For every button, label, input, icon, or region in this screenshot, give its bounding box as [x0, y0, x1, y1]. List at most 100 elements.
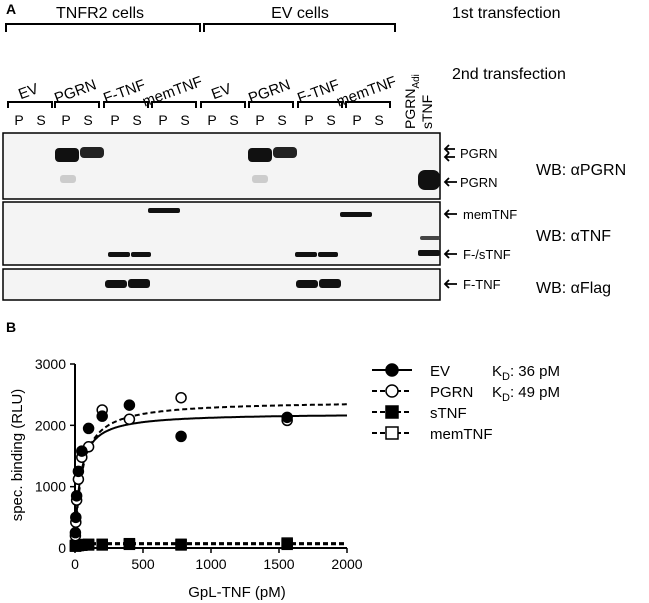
data-point	[70, 490, 83, 502]
marker-arrows-blot2	[443, 209, 457, 259]
y-axis-label: spec. binding (RLU)	[9, 389, 26, 522]
y-tick-label: 3000	[35, 356, 66, 372]
marker-label-pgrn-1: PGRN	[460, 146, 498, 161]
fraction-label: P	[255, 112, 264, 128]
marker-label-memtnf: memTNF	[463, 207, 517, 222]
band	[248, 148, 272, 162]
legend-label: memTNF	[430, 426, 493, 443]
legend-label: EV	[430, 363, 450, 380]
y-tick-label: 2000	[35, 417, 66, 433]
lane-label: EV	[209, 80, 234, 103]
band	[80, 147, 104, 158]
fraction-label: P	[207, 112, 216, 128]
data-point	[96, 410, 108, 422]
second-transfection-label: 2nd transfection	[452, 66, 566, 83]
lane-bracket	[103, 101, 149, 108]
data-point	[281, 411, 293, 424]
wb-label-pgrn: WB: αPGRN	[536, 162, 626, 179]
lane-bracket	[7, 101, 53, 108]
data-point	[281, 538, 293, 551]
group-bracket-ev	[203, 23, 396, 32]
y-tick-label: 1000	[35, 479, 66, 495]
lane-label-pgrn-adi: PGRNAdi	[402, 74, 422, 129]
fit-curves	[74, 403, 347, 549]
fraction-label: S	[180, 112, 189, 128]
marker-label-pgrn-2: PGRN	[460, 175, 498, 190]
marker-arrows-blot1	[443, 144, 457, 187]
blot-tnf	[2, 201, 441, 266]
band	[131, 252, 151, 257]
band	[420, 236, 440, 240]
legend-kd: KD: 49 pM	[492, 384, 560, 404]
fraction-label: S	[132, 112, 141, 128]
x-tick-label: 1000	[195, 556, 226, 572]
legend-kd: KD: 36 pM	[492, 363, 560, 383]
lane-bracket	[151, 101, 197, 108]
fraction-label: S	[277, 112, 286, 128]
group-bracket-tnfr2	[5, 23, 201, 32]
lane-label-stnf: sTNF	[419, 95, 435, 129]
legend-marker	[385, 405, 399, 419]
data-point	[70, 511, 82, 524]
fraction-label: P	[304, 112, 313, 128]
band	[148, 208, 180, 213]
data-point	[82, 539, 95, 551]
fraction-label: P	[110, 112, 119, 128]
lane-bracket	[297, 101, 343, 108]
fraction-label: S	[374, 112, 383, 128]
band	[108, 252, 130, 257]
band	[60, 175, 76, 183]
fit-curve-pgrn	[74, 403, 347, 549]
data-point	[123, 413, 136, 425]
data-point	[123, 399, 136, 411]
lane-bracket	[248, 101, 294, 108]
panel-b-label: B	[6, 319, 16, 335]
band	[318, 252, 338, 257]
band	[273, 147, 297, 158]
data-point	[69, 526, 82, 539]
band	[128, 279, 150, 288]
data-point	[72, 465, 85, 478]
chart-legend: EV KD: 36 pM PGRN KD: 49 pM sTNF memTNF	[372, 363, 560, 443]
wb-label-flag: WB: αFlag	[536, 280, 611, 297]
group-label-tnfr2: TNFR2 cells	[56, 5, 144, 22]
legend-label: sTNF	[430, 405, 467, 422]
legend-marker	[385, 384, 399, 398]
group-label-ev: EV cells	[271, 5, 329, 22]
data-point	[175, 391, 187, 404]
lane-bracket	[345, 101, 391, 108]
marker-label-fstnf: F-/sTNF	[463, 247, 511, 262]
fraction-label: S	[326, 112, 335, 128]
fit-curve-ev	[74, 414, 347, 549]
band	[319, 279, 341, 288]
band	[105, 280, 127, 288]
blot-pgrn	[2, 132, 441, 200]
lane-bracket	[200, 101, 246, 108]
lane-label: EV	[16, 80, 41, 103]
marker-label-ftnf: F-TNF	[463, 277, 501, 292]
band	[296, 280, 318, 288]
marker-arrows-blot3	[443, 279, 457, 289]
band	[418, 170, 440, 190]
fraction-label: P	[14, 112, 23, 128]
legend-marker	[385, 363, 399, 377]
x-tick-label: 1500	[263, 556, 294, 572]
fraction-label: S	[36, 112, 45, 128]
blot-flag	[2, 268, 441, 301]
x-tick-label: 0	[71, 556, 79, 572]
y-tick-label: 0	[58, 540, 66, 556]
band	[55, 148, 79, 162]
fraction-label: S	[83, 112, 92, 128]
fraction-label: S	[229, 112, 238, 128]
band	[252, 175, 268, 183]
data-point	[175, 539, 187, 551]
fraction-label: P	[352, 112, 361, 128]
fraction-label: P	[158, 112, 167, 128]
data-point	[76, 445, 88, 457]
lane-bracket	[54, 101, 100, 108]
first-transfection-label: 1st transfection	[452, 5, 561, 22]
binding-chart: 0 1000 2000 3000 0 500 1000 1500 2000	[35, 356, 363, 572]
x-axis-label: GpL-TNF (pM)	[188, 584, 286, 601]
